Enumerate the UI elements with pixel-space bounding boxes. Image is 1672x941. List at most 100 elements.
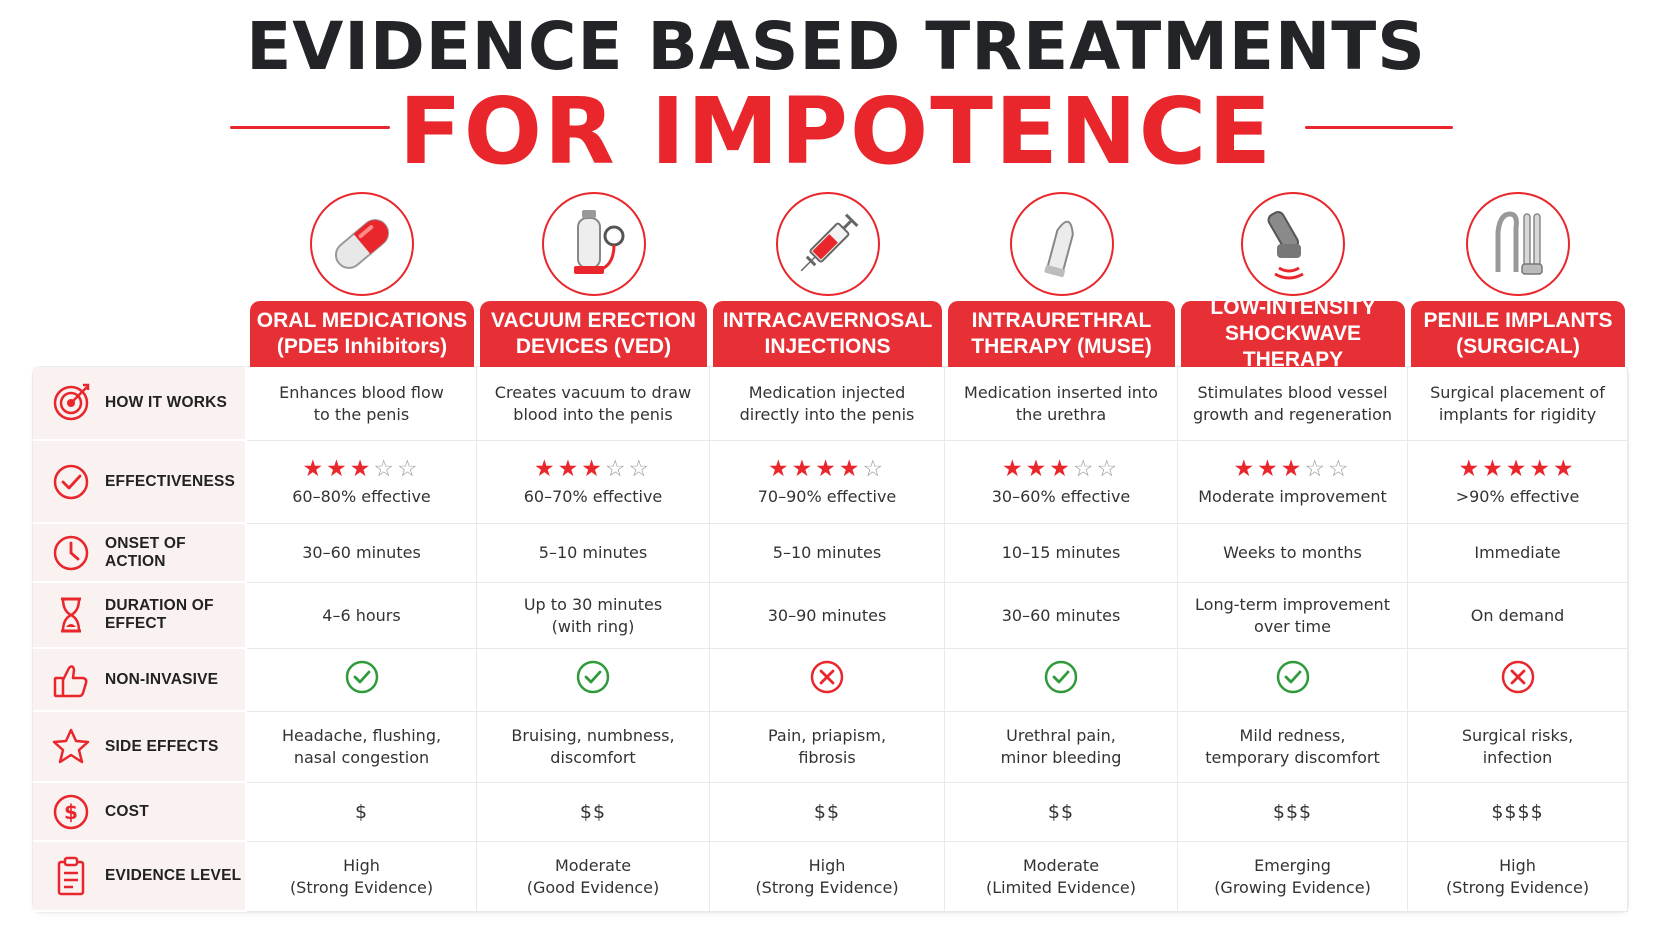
- cell-line1: Creates vacuum to draw: [494, 382, 692, 402]
- cell-line1: Moderate: [554, 855, 632, 875]
- star-filled-icon: ★: [1233, 456, 1258, 482]
- star-empty-icon: ☆: [1304, 456, 1328, 482]
- table-cell: [247, 649, 477, 712]
- column-header: INTRAURETHRAL THERAPY (MUSE): [948, 301, 1175, 367]
- column-header-line2: (PDE5 Inhibitors): [276, 335, 448, 358]
- column-header: INTRACAVERNOSAL INJECTIONS: [713, 301, 942, 367]
- title-rule-right: [1305, 126, 1453, 129]
- cell-line1: On demand: [1470, 605, 1565, 625]
- cell-line2: (with ring): [551, 616, 635, 636]
- star-empty-icon: ☆: [862, 456, 887, 482]
- clipboard-icon: [49, 854, 93, 898]
- table-cell: ★★★☆☆ 30–60% effective: [945, 441, 1178, 524]
- hourglass-icon: [49, 593, 93, 637]
- star-filled-icon: ★: [1552, 456, 1577, 482]
- table-cell: Bruising, numbness, discomfort: [477, 712, 710, 783]
- table-cell: 5–10 minutes: [477, 524, 710, 583]
- suppository-icon: [1009, 192, 1114, 296]
- star-empty-icon: ☆: [1072, 456, 1097, 482]
- cell-line1: Weeks to months: [1223, 543, 1362, 562]
- star-filled-icon: ★: [1025, 456, 1050, 482]
- cost-value: $$: [579, 801, 607, 823]
- table-cell: Medication inserted into the urethra: [945, 367, 1178, 441]
- star-filled-icon: ★: [326, 456, 350, 482]
- table-cell: [1178, 649, 1408, 712]
- table-cell: Surgical risks, infection: [1408, 712, 1628, 783]
- table-cell: Immediate: [1408, 524, 1628, 583]
- table-cell: $$$: [1178, 783, 1408, 842]
- table-cell: Pain, priapism, fibrosis: [710, 712, 945, 783]
- table-cell: [710, 649, 945, 712]
- table-cell: High (Strong Evidence): [247, 842, 477, 912]
- cell-line2: infection: [1482, 748, 1553, 767]
- table-cell: Emerging (Growing Evidence): [1178, 842, 1408, 912]
- row-label-text: COST: [105, 802, 149, 820]
- cell-line1: Medication inserted into: [964, 382, 1158, 402]
- column-header-line1: INTRACAVERNOSAL: [722, 309, 933, 332]
- star-rating: ★★★☆☆: [1233, 456, 1351, 482]
- column-header-line1: ORAL MEDICATIONS: [256, 309, 468, 332]
- syringe-icon: [775, 192, 880, 296]
- cell-line1: Moderate improvement: [1198, 487, 1387, 506]
- star-empty-icon: ☆: [628, 456, 653, 482]
- cell-line1: Urethral pain,: [1006, 726, 1116, 745]
- cell-line1: 70–90% effective: [757, 487, 897, 506]
- cell-line1: 5–10 minutes: [772, 543, 882, 562]
- row-label-text: NON-INVASIVE: [105, 670, 219, 688]
- star-filled-icon: ★: [838, 456, 863, 482]
- star-filled-icon: ★: [1505, 456, 1530, 482]
- column-header: PENILE IMPLANTS (SURGICAL): [1411, 301, 1625, 367]
- column-header: ORAL MEDICATIONS (PDE5 Inhibitors): [250, 301, 474, 367]
- column-header-line2: THERAPY (MUSE): [971, 335, 1152, 358]
- star-rating: ★★★☆☆: [1002, 456, 1120, 482]
- row-label-text: ONSET OF ACTION: [105, 534, 186, 570]
- table-cell: $: [247, 783, 477, 842]
- column-header-line2: SHOCKWAVE THERAPY: [1224, 322, 1362, 371]
- star-filled-icon: ★: [1280, 456, 1305, 482]
- x-mark-icon: [809, 659, 845, 701]
- cell-line2: nasal congestion: [293, 748, 430, 767]
- star-rating: ★★★☆☆: [302, 456, 420, 482]
- clock-icon: [49, 531, 93, 575]
- target-icon: [49, 381, 93, 425]
- table-cell: Urethral pain, minor bleeding: [945, 712, 1178, 783]
- star-filled-icon: ★: [791, 456, 816, 482]
- cell-line1: High: [1499, 855, 1536, 875]
- star-filled-icon: ★: [557, 456, 582, 482]
- star-rating: ★★★★☆: [768, 456, 886, 482]
- table-cell: Creates vacuum to draw blood into the pen…: [477, 367, 710, 441]
- shockwave-device-icon: [1241, 192, 1345, 296]
- cell-line1: Enhances blood flow: [279, 382, 444, 402]
- cell-line2: fibrosis: [798, 748, 856, 767]
- title-line-1: EVIDENCE BASED TREATMENTS: [246, 8, 1426, 85]
- table-cell: 10–15 minutes: [945, 524, 1178, 583]
- cell-line1: 30–60 minutes: [302, 543, 421, 562]
- title-line-2: FOR IMPOTENCE: [398, 78, 1274, 185]
- table-cell: Long-term improvement over time: [1178, 583, 1408, 649]
- table-cell: High (Strong Evidence): [710, 842, 945, 912]
- cell-line1: Immediate: [1474, 543, 1561, 562]
- cell-line1: 60–80% effective: [292, 487, 431, 506]
- cell-line2: blood into the penis: [513, 404, 673, 424]
- cell-line1: Long-term improvement: [1195, 594, 1390, 614]
- star-empty-icon: ☆: [396, 456, 421, 482]
- table-cell: Headache, flushing, nasal congestion: [247, 712, 477, 783]
- column-header-line2: DEVICES (VED): [515, 335, 672, 358]
- table-cell: ★★★☆☆ Moderate improvement: [1178, 441, 1408, 524]
- row-label-text: SIDE EFFECTS: [105, 737, 219, 755]
- cost-value: $$$: [1272, 801, 1313, 823]
- cell-line1: Up to 30 minutes: [523, 594, 663, 614]
- table-cell: Stimulates blood vessel growth and regene…: [1178, 367, 1408, 441]
- table-cell: High (Strong Evidence): [1408, 842, 1628, 912]
- cell-line2: (Growing Evidence): [1214, 877, 1371, 897]
- row-label: SIDE EFFECTS: [33, 712, 245, 783]
- cell-line1: Mild redness,: [1239, 726, 1346, 745]
- checkmark-icon: [1275, 659, 1311, 701]
- cell-line2: (Strong Evidence): [755, 877, 899, 897]
- column-header-line2: (SURGICAL): [1456, 335, 1580, 358]
- star-filled-icon: ★: [349, 456, 374, 482]
- cell-line1: Emerging: [1254, 855, 1331, 875]
- row-label-text: EFFECTIVENESS: [105, 472, 236, 490]
- table-cell: ★★★☆☆ 60–70% effective: [477, 441, 710, 524]
- table-cell: [945, 649, 1178, 712]
